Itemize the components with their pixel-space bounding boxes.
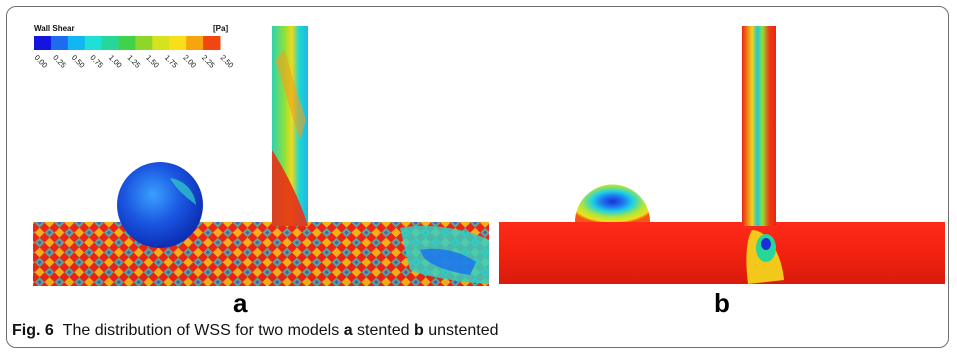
legend-swatch bbox=[186, 36, 204, 50]
legend-swatch bbox=[50, 36, 69, 50]
legend-tick-label: 1.75 bbox=[163, 53, 180, 70]
legend-swatch bbox=[34, 36, 52, 50]
caption-stented: stented bbox=[357, 322, 410, 339]
panel-b-label: b bbox=[714, 288, 730, 318]
legend-tick-label: 2.50 bbox=[219, 53, 236, 70]
legend-tick-label: 0.25 bbox=[51, 53, 68, 70]
caption-figure-number: Fig. 6 bbox=[12, 322, 54, 339]
legend-title: Wall Shear bbox=[34, 24, 75, 33]
caption-unstented: unstented bbox=[428, 322, 499, 339]
legend-swatch bbox=[203, 36, 221, 50]
legend-tick-label: 1.50 bbox=[144, 53, 161, 70]
stented-branch-mid-shear bbox=[275, 50, 306, 140]
stented-aneurysm-sac bbox=[117, 162, 203, 248]
legend-swatch bbox=[152, 36, 170, 50]
legend-tick-label: 2.00 bbox=[181, 53, 198, 70]
legend-color-bar bbox=[34, 36, 221, 50]
panel-b-unstented-model bbox=[499, 26, 945, 284]
unstented-jet-center bbox=[761, 238, 771, 250]
caption-label-b: b bbox=[413, 322, 424, 339]
legend-tick-label: 1.00 bbox=[107, 53, 124, 70]
panel-a-label: a bbox=[233, 288, 248, 318]
stented-aneurysm-highlight bbox=[170, 178, 196, 205]
legend-swatch bbox=[135, 36, 153, 50]
color-legend: Wall Shear [Pa] 0.00 0.25 0.50 0.75 1.00 1.25… bbox=[33, 24, 236, 70]
legend-swatch bbox=[118, 36, 136, 50]
legend-swatch bbox=[84, 36, 103, 50]
figure-caption: Fig. 6 The distribution of WSS for two m… bbox=[12, 322, 499, 340]
unstented-aneurysm-sac bbox=[575, 184, 650, 222]
legend-swatch bbox=[101, 36, 120, 50]
legend-tick-label: 0.00 bbox=[33, 53, 50, 70]
caption-label-a: a bbox=[343, 322, 353, 339]
stented-branch-high-shear bbox=[272, 150, 308, 226]
legend-tick-label: 0.50 bbox=[70, 53, 87, 70]
unstented-branch-vessel bbox=[742, 26, 776, 226]
caption-text: The distribution of WSS for two models bbox=[62, 322, 340, 339]
legend-tick-label: 2.25 bbox=[200, 53, 217, 70]
unstented-main-vessel bbox=[499, 222, 945, 284]
stented-outlet-low-shear bbox=[420, 248, 476, 275]
legend-tick-label: 0.75 bbox=[88, 53, 105, 70]
legend-swatch bbox=[169, 36, 187, 50]
legend-unit: [Pa] bbox=[213, 24, 228, 33]
legend-tick-label: 1.25 bbox=[126, 53, 143, 70]
panel-a-stented-model bbox=[33, 26, 489, 286]
legend-swatch bbox=[67, 36, 86, 50]
legend-tick-labels: 0.00 0.25 0.50 0.75 1.00 1.25 1.50 1.75 2.00 2.25… bbox=[33, 53, 236, 70]
